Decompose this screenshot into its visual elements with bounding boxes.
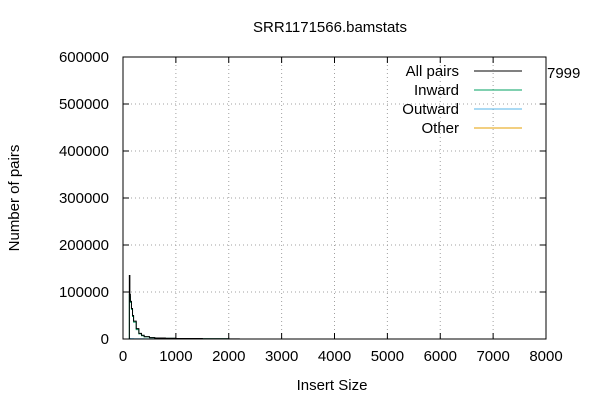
x-tick-label-6: 6000 xyxy=(424,348,457,365)
x-tick-label-8: 8000 xyxy=(529,348,562,365)
x-tick-label-5: 5000 xyxy=(371,348,404,365)
y-tick-label-6: 600000 xyxy=(59,49,109,66)
x-tick-label-1: 1000 xyxy=(159,348,192,365)
x-axis-title: Insert Size xyxy=(297,377,368,394)
y-tick-label-2: 200000 xyxy=(59,237,109,254)
y-axis-title: Number of pairs xyxy=(6,145,23,252)
y-tick-label-5: 500000 xyxy=(59,96,109,113)
stray-label: 7999 xyxy=(547,65,580,82)
chart-title: SRR1171566.bamstats xyxy=(253,19,407,36)
y-tick-label-1: 100000 xyxy=(59,284,109,301)
legend-label-0: All pairs xyxy=(406,63,459,80)
x-tick-label-4: 4000 xyxy=(318,348,351,365)
y-tick-label-0: 0 xyxy=(101,331,109,348)
series-line-1 xyxy=(128,293,230,340)
x-tick-label-7: 7000 xyxy=(476,348,509,365)
y-tick-label-3: 300000 xyxy=(59,190,109,207)
y-axis: 0 100000 200000 300000 400000 500000 600000 xyxy=(59,49,546,348)
plot-frame xyxy=(122,56,547,340)
y-tick-label-4: 400000 xyxy=(59,143,109,160)
legend-label-1: Inward xyxy=(414,82,459,99)
legend-label-3: Other xyxy=(421,120,459,137)
grid xyxy=(123,57,546,339)
x-tick-label-2: 2000 xyxy=(212,348,245,365)
series-line-0 xyxy=(128,275,240,340)
legend-label-2: Outward xyxy=(402,101,459,118)
legend: All pairs Inward Outward Other xyxy=(402,63,522,137)
series-layer xyxy=(128,275,240,340)
x-tick-label-3: 3000 xyxy=(265,348,298,365)
x-tick-label-0: 0 xyxy=(119,348,127,365)
x-axis: 0 1000 2000 3000 4000 5000 6000 7000 8000 xyxy=(119,57,563,365)
